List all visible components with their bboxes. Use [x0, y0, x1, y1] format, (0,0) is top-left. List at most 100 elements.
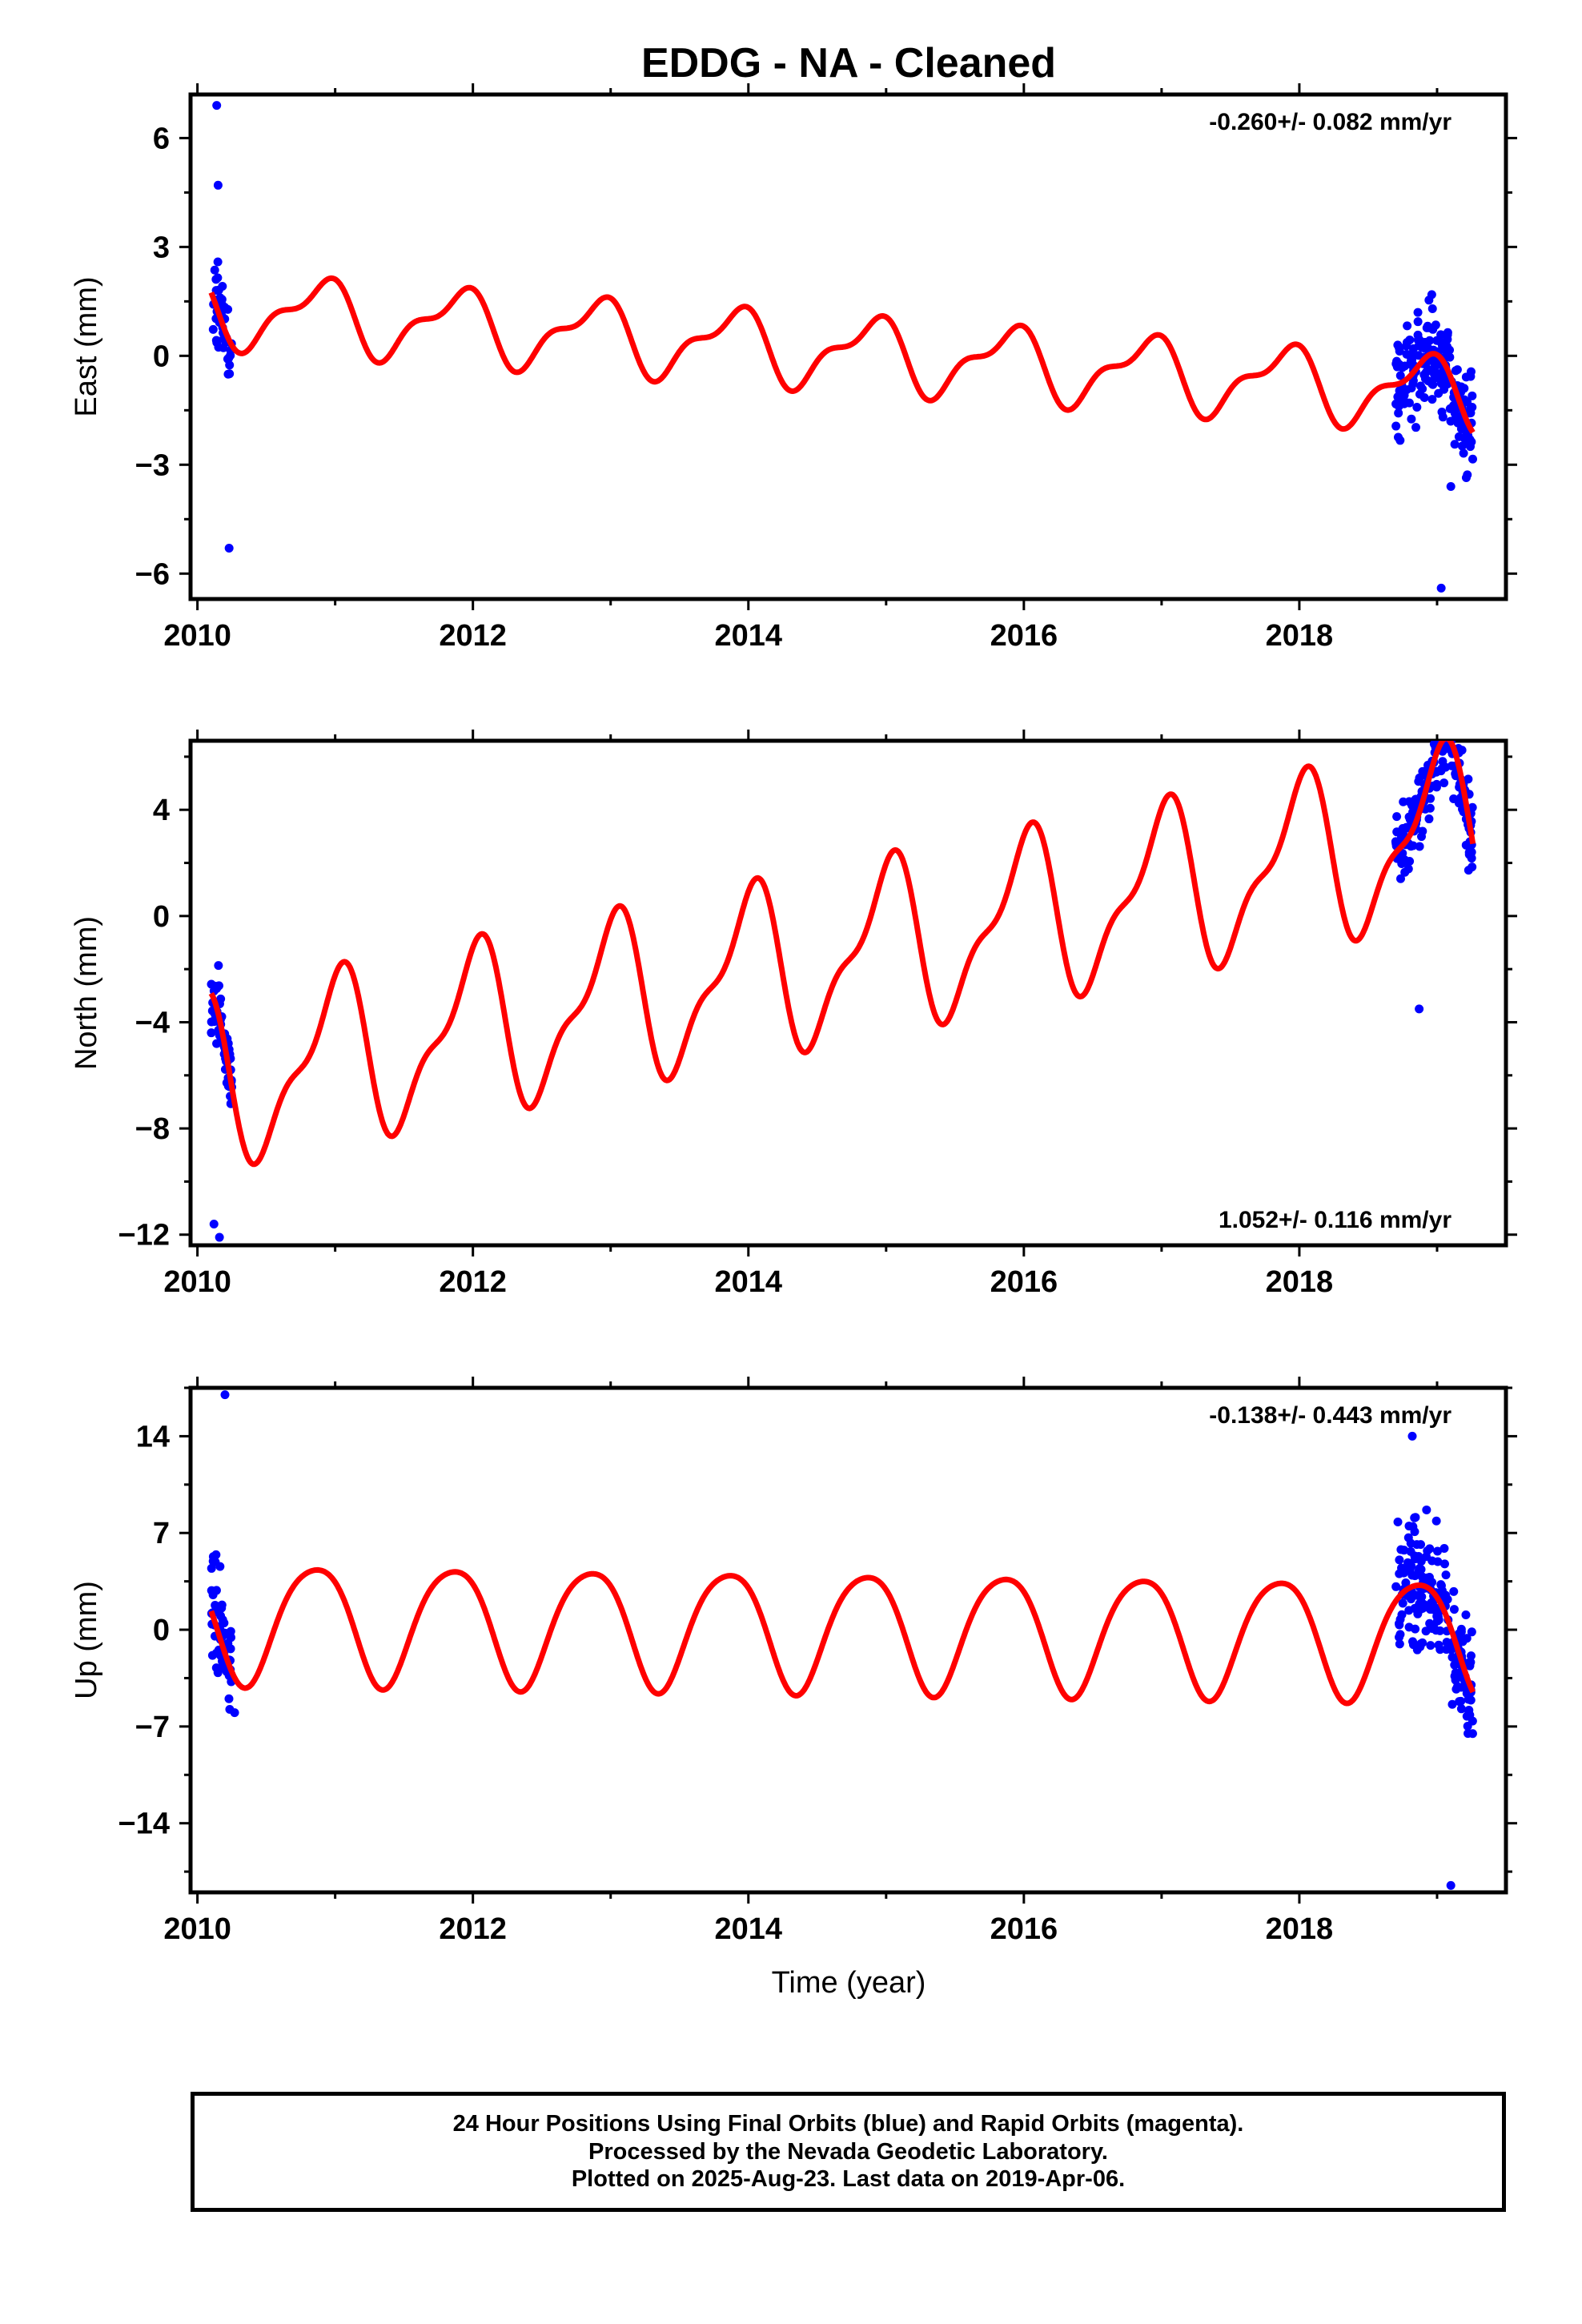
data-point	[1391, 399, 1401, 408]
data-point	[224, 1694, 234, 1703]
rate-annotation: -0.260+/- 0.082 mm/yr	[1209, 109, 1452, 135]
footer-line-1: 24 Hour Positions Using Final Orbits (bl…	[452, 2110, 1244, 2137]
data-point	[1403, 1533, 1413, 1542]
data-point	[1415, 381, 1425, 391]
data-point	[1468, 454, 1478, 464]
y-axis-title: Up (mm)	[70, 1581, 103, 1699]
x-tick-label: 2014	[714, 619, 782, 653]
data-point	[1395, 1639, 1404, 1649]
data-point	[1394, 408, 1403, 418]
data-point	[1436, 721, 1445, 730]
data-point	[1447, 1652, 1457, 1662]
data-point	[211, 1601, 220, 1610]
data-point	[1461, 1610, 1471, 1620]
data-point	[1468, 862, 1477, 872]
data-point	[1440, 714, 1449, 723]
data-point	[225, 360, 235, 370]
data-layer	[207, 1390, 1477, 1890]
data-point	[1467, 1627, 1476, 1637]
data-point	[220, 1390, 230, 1400]
data-point	[1396, 1545, 1406, 1554]
data-point	[1439, 778, 1449, 788]
data-point	[1449, 1586, 1459, 1596]
data-point	[1447, 725, 1456, 734]
data-point	[1407, 1570, 1417, 1580]
data-point	[224, 544, 234, 553]
plot-frame	[188, 1385, 1508, 1895]
data-point	[1442, 1645, 1452, 1655]
data-point	[1395, 436, 1405, 445]
y-tick-label: 7	[153, 1517, 170, 1550]
x-tick-label: 2016	[990, 619, 1058, 653]
footer-line-3: Plotted on 2025-Aug-23. Last data on 201…	[571, 2166, 1126, 2193]
rate-annotation: -0.138+/- 0.443 mm/yr	[1209, 1402, 1452, 1429]
data-point	[1411, 1513, 1420, 1522]
y-axis-title: East (mm)	[70, 276, 103, 416]
panels-group: 2010 2012 2014 2016 2018 6 3 0 −3 −6 East (mm) -0.2…	[70, 83, 1517, 1946]
y-tick-label: 3	[153, 231, 170, 264]
data-point	[210, 265, 219, 275]
data-point	[1459, 448, 1468, 458]
data-point	[1398, 1598, 1407, 1608]
data-point	[1444, 727, 1453, 736]
data-point	[1446, 722, 1455, 730]
data-point	[1436, 583, 1446, 593]
plot-frame	[188, 92, 1508, 601]
x-tick-label: 2010	[163, 1912, 231, 1946]
data-point	[214, 961, 223, 971]
data-point	[1407, 414, 1416, 424]
data-point	[1395, 371, 1405, 380]
data-point	[218, 1615, 227, 1625]
data-point	[208, 324, 218, 334]
data-point	[1427, 1623, 1437, 1633]
data-point	[1405, 814, 1415, 824]
data-point	[1415, 1004, 1424, 1014]
x-axis-title: Time (year)	[772, 1966, 926, 2000]
y-tick-label: −12	[118, 1219, 170, 1252]
data-point	[1449, 1605, 1459, 1614]
data-point	[1466, 1695, 1476, 1705]
data-point	[1402, 338, 1411, 348]
x-tick-label: 2016	[990, 1265, 1058, 1299]
data-point	[1433, 1546, 1443, 1556]
data-point	[1408, 807, 1418, 817]
data-point	[1447, 698, 1456, 706]
data-point	[1410, 1527, 1419, 1537]
data-point	[1412, 403, 1422, 412]
data-point	[1435, 718, 1443, 727]
data-point	[1432, 336, 1442, 345]
y-tick-label: −14	[118, 1807, 170, 1841]
y-tick-label: −4	[135, 1006, 170, 1039]
data-point	[213, 180, 223, 190]
data-point	[1416, 832, 1426, 842]
data-point	[1438, 718, 1447, 727]
data-point	[1452, 1684, 1461, 1694]
data-point	[1463, 1722, 1472, 1731]
y-tick-label: 6	[153, 122, 170, 155]
data-point	[1399, 396, 1408, 406]
data-point	[1414, 351, 1423, 360]
data-point	[1447, 720, 1456, 729]
data-point	[1467, 854, 1476, 863]
footer-note-box: 24 Hour Positions Using Final Orbits (bl…	[191, 2092, 1506, 2212]
data-point	[217, 295, 227, 304]
data-point	[211, 1557, 220, 1566]
data-point	[1458, 1637, 1468, 1647]
panel-3: 2010 2012 2014 2016 2018 14 7 0 −7 −14 Up (mm) -0.1…	[70, 1377, 1517, 1946]
data-point	[1446, 700, 1455, 709]
data-point	[1466, 1651, 1476, 1661]
data-point	[1413, 317, 1423, 327]
data-point	[1392, 362, 1402, 372]
data-point	[230, 1708, 239, 1718]
data-point	[1404, 1522, 1414, 1531]
data-point	[1434, 388, 1443, 398]
x-tick-label: 2010	[163, 619, 231, 653]
model-curve	[208, 275, 1476, 434]
data-point	[1402, 349, 1411, 359]
data-point	[1438, 757, 1447, 766]
y-tick-label: −3	[135, 448, 170, 482]
data-point	[1393, 1518, 1403, 1527]
data-point	[1405, 857, 1415, 866]
data-point	[1464, 1706, 1474, 1715]
data-point	[1411, 423, 1421, 432]
